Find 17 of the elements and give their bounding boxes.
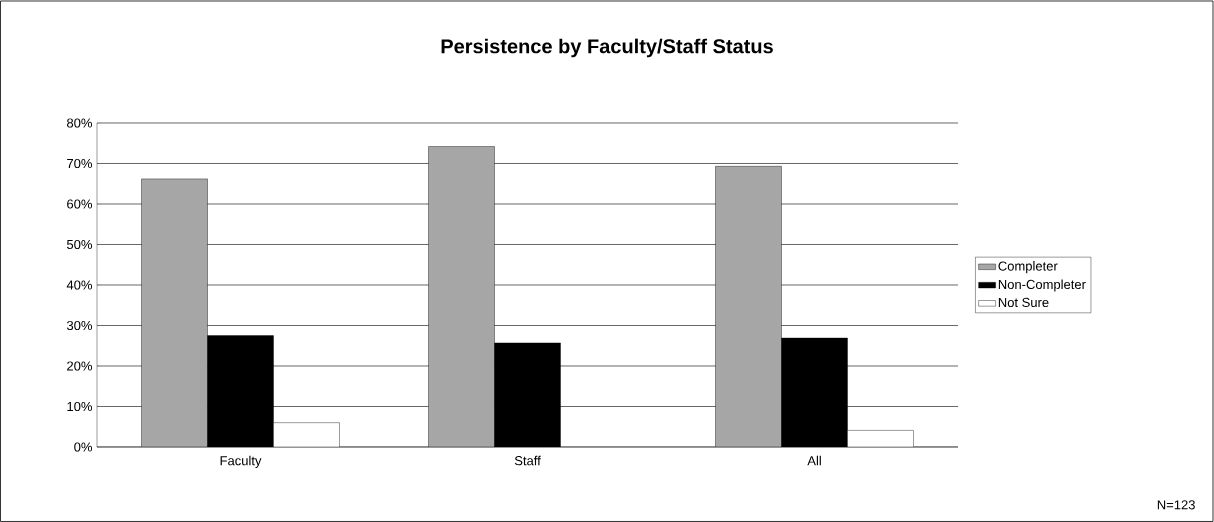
text: N=123 (1157, 500, 1195, 510)
legend-label: Not Sure (998, 297, 1049, 308)
x-tick-label: Faculty (220, 455, 262, 468)
y-tick-label: 20% (67, 361, 93, 371)
y-tick-label: 30% (66, 320, 93, 331)
x-tick-label: Staff (514, 455, 541, 466)
x-tick-label: All (807, 455, 821, 466)
y-tick-label: 80% (67, 118, 93, 128)
y-tick-label: 10% (67, 401, 93, 412)
chart-title: Persistence by Faculty/Staff Status (441, 38, 773, 58)
legend-label: Non-Completer (998, 279, 1086, 292)
y-tick-label: 70% (67, 158, 93, 169)
y-tick-label: 0% (74, 442, 93, 452)
y-tick-label: 50% (66, 239, 93, 250)
y-tick-label: 40% (66, 280, 93, 290)
y-tick-label: 60% (67, 199, 93, 209)
legend-label: Completer (998, 261, 1058, 274)
